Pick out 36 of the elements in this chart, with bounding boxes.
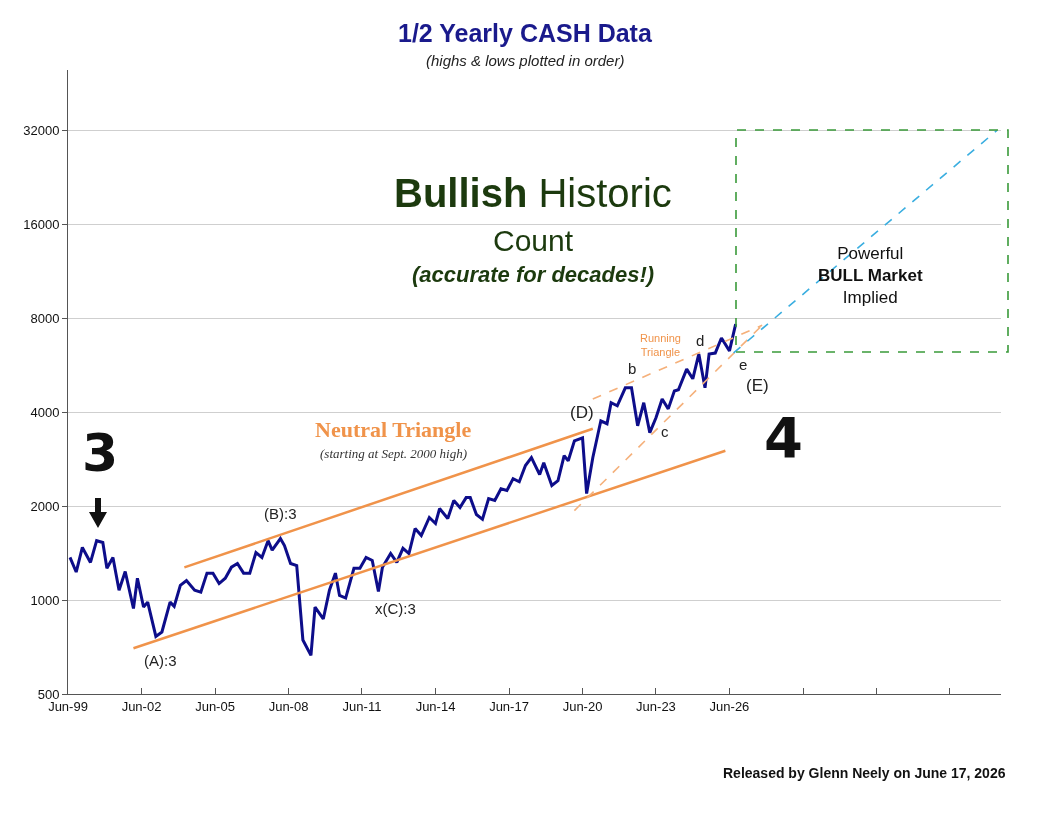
x-tick-label: Jun-05 bbox=[195, 698, 235, 714]
x-tick-label: Jun-14 bbox=[415, 698, 456, 714]
chart-title: 1/2 Yearly CASH Data bbox=[398, 19, 653, 47]
y-tick-label: 16000 bbox=[23, 216, 60, 232]
annotation: x(C):3 bbox=[375, 600, 416, 617]
annotation: Powerful BULL Market Implied bbox=[818, 244, 923, 308]
y-tick-label: 1000 bbox=[30, 592, 60, 608]
annotation: b bbox=[628, 360, 637, 377]
x-tick-label: Jun-23 bbox=[636, 698, 676, 714]
annotation: 3 bbox=[82, 423, 119, 483]
x-tick-label: Jun-17 bbox=[489, 698, 529, 714]
y-tick-label: 2000 bbox=[30, 498, 60, 514]
x-tick-label: Jun-26 bbox=[709, 698, 750, 714]
y-tick-label: 4000 bbox=[30, 404, 60, 420]
y-tick-label: 8000 bbox=[30, 310, 60, 326]
annotation: (D) bbox=[570, 403, 594, 422]
annotation: (E) bbox=[746, 376, 769, 395]
annotation: e bbox=[739, 356, 748, 373]
annotation: Bullish Historic bbox=[394, 171, 672, 215]
annotation: (A):3 bbox=[144, 652, 177, 669]
annotation: 4 bbox=[764, 405, 803, 470]
annotation: Running Triangle bbox=[640, 332, 681, 359]
x-tick-label: Jun-02 bbox=[121, 698, 162, 714]
annotation: d bbox=[696, 332, 705, 349]
annotation: c bbox=[661, 423, 669, 440]
y-tick-label: 32000 bbox=[23, 123, 60, 139]
chart-subtitle: (highs & lows plotted in order) bbox=[426, 52, 625, 69]
annotation: Neutral Triangle bbox=[315, 417, 472, 442]
x-tick-label: Jun-11 bbox=[342, 698, 382, 714]
x-tick-label: Jun-08 bbox=[268, 698, 309, 714]
text: Released by Glenn Neely on June 17, 2026 bbox=[723, 765, 1006, 781]
annotation: Count bbox=[493, 224, 574, 257]
annotation: (B):3 bbox=[264, 505, 297, 522]
annotation: (accurate for decades!) bbox=[412, 262, 655, 287]
x-tick-label: Jun-20 bbox=[562, 698, 603, 714]
annotation: (starting at Sept. 2000 high) bbox=[320, 446, 467, 461]
